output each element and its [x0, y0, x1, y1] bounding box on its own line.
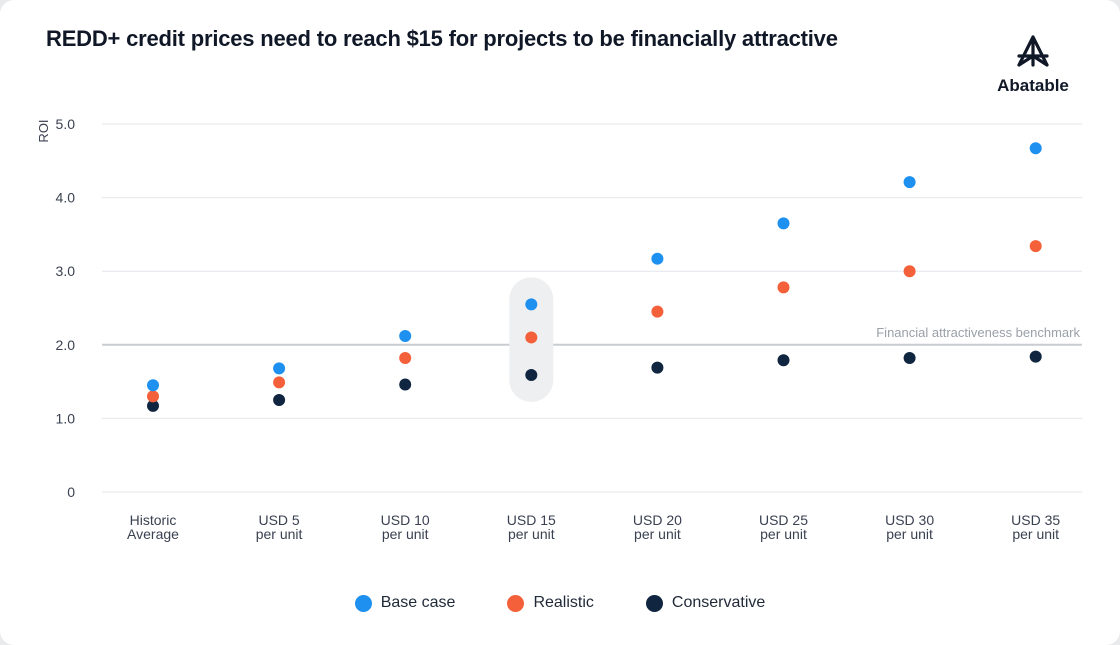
x-tick-label: USD 25 [759, 512, 808, 528]
x-tick-label: per unit [886, 526, 933, 542]
x-tick-label: Historic [130, 512, 177, 528]
data-point-conservative [651, 361, 664, 374]
data-point-conservative [1029, 350, 1042, 363]
y-tick-label: 0 [67, 484, 75, 500]
data-point-base [1029, 142, 1042, 155]
roi-scatter-chart: 0 1.0 2.0 3.0 4.0 5.0 ROI Financial attractiven… [36, 116, 1082, 542]
x-tick-label: Average [127, 526, 179, 542]
data-point-conservative [273, 394, 286, 406]
chart-legend: Base case Realistic Conservative [0, 594, 1120, 612]
data-point-base [147, 379, 159, 392]
y-tick-label: 5.0 [56, 116, 76, 132]
legend-label: Base case [380, 594, 456, 611]
x-tick-label: USD 30 [885, 512, 934, 528]
x-tick-label: per unit [382, 526, 429, 542]
data-point-realistic [273, 376, 286, 389]
benchmark-label: Financial attractiveness benchmark [876, 325, 1080, 340]
data-point-conservative [903, 352, 916, 365]
data-point-base [525, 298, 538, 311]
data-point-conservative [777, 354, 790, 367]
chart-title: REDD+ credit prices need to reach $15 fo… [46, 26, 838, 51]
x-tick-label: per unit [634, 526, 681, 542]
data-point-base [273, 362, 286, 375]
y-tick-label: 2.0 [56, 337, 76, 353]
legend-item-realistic: Realistic [507, 594, 594, 612]
y-tick-label: 1.0 [56, 410, 76, 426]
x-tick-label: USD 20 [633, 512, 682, 528]
data-point-base [399, 329, 412, 342]
legend-marker [354, 594, 372, 612]
legend-marker [507, 594, 525, 612]
y-axis-label: ROI [36, 119, 51, 142]
x-tick-label: USD 35 [1011, 512, 1060, 528]
x-tick-label: USD 5 [258, 512, 299, 528]
data-point-base [903, 176, 916, 189]
legend-item-conservative: Conservative [645, 594, 766, 612]
logo-text: Abatable [997, 76, 1069, 95]
y-tick-label: 4.0 [56, 190, 76, 206]
data-point-realistic [651, 305, 664, 318]
x-tick-label: USD 15 [507, 512, 556, 528]
x-tick-label: per unit [508, 526, 555, 542]
data-point-realistic [1029, 240, 1042, 253]
data-point-realistic [147, 390, 159, 403]
data-point-realistic [525, 331, 538, 344]
legend-item-base: Base case [354, 594, 456, 612]
data-point-base [651, 252, 664, 265]
data-point-conservative [147, 399, 159, 412]
data-point-realistic [903, 265, 916, 278]
data-point-realistic [777, 281, 790, 294]
x-tick-label: per unit [256, 526, 303, 542]
x-tick-label: per unit [760, 526, 807, 542]
data-point-realistic [399, 352, 412, 365]
data-point-conservative [399, 378, 412, 391]
data-point-conservative [525, 368, 538, 381]
x-tick-label: USD 10 [381, 512, 430, 528]
data-point-base [777, 217, 790, 230]
abatable-logo-icon [1017, 35, 1049, 67]
y-tick-label: 3.0 [56, 263, 76, 279]
legend-marker [645, 594, 663, 612]
legend-label: Realistic [533, 594, 594, 611]
x-tick-label: per unit [1012, 526, 1059, 542]
abatable-logo: Abatable [988, 34, 1078, 98]
legend-label: Conservative [671, 594, 766, 611]
